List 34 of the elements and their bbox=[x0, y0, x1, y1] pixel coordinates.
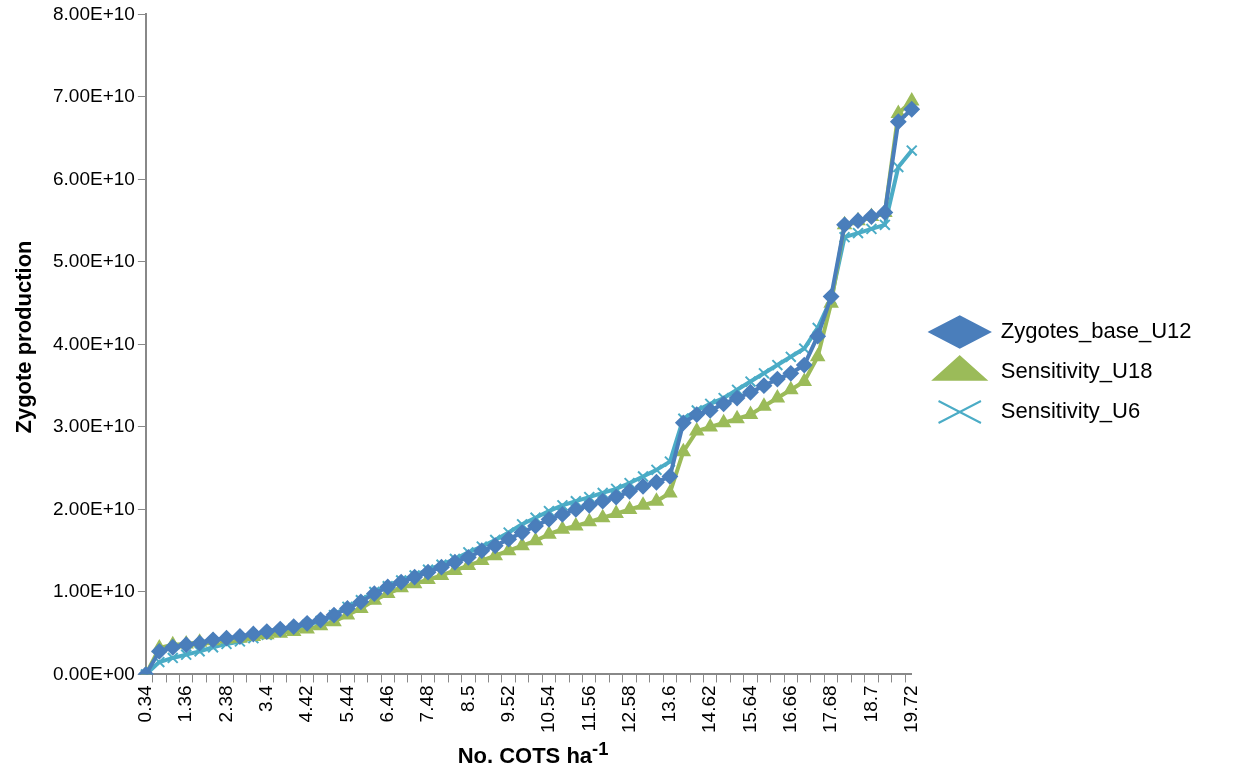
x-tick-label: 19.72 bbox=[899, 685, 921, 733]
legend-label: Sensitivity_U6 bbox=[1000, 398, 1141, 424]
x-tick-label: 14.62 bbox=[698, 685, 720, 733]
x-tick-label: 18.7 bbox=[859, 685, 881, 723]
x-tick-label: 16.66 bbox=[779, 685, 801, 733]
x-tick-label: 5.44 bbox=[335, 685, 357, 723]
y-tick-label: 8.00E+10 bbox=[52, 2, 135, 24]
y-tick-label: 5.00E+10 bbox=[52, 250, 135, 272]
y-tick-label: 0.00E+00 bbox=[52, 662, 135, 684]
x-tick-label: 7.48 bbox=[416, 685, 438, 723]
x-tick-label: 0.34 bbox=[134, 685, 156, 723]
x-tick-label: 4.42 bbox=[295, 685, 317, 723]
legend-label: Sensitivity_U18 bbox=[1000, 358, 1153, 384]
y-tick-label: 2.00E+10 bbox=[52, 497, 135, 519]
y-tick-label: 6.00E+10 bbox=[52, 167, 135, 189]
x-tick-label: 12.58 bbox=[617, 685, 639, 733]
x-tick-label: 13.6 bbox=[658, 685, 680, 723]
legend-label: Zygotes_base_U12 bbox=[1000, 318, 1192, 344]
y-tick-label: 4.00E+10 bbox=[52, 332, 135, 354]
x-tick-label: 10.54 bbox=[537, 685, 559, 733]
y-tick-label: 3.00E+10 bbox=[52, 415, 135, 437]
x-tick-label: 8.5 bbox=[456, 685, 478, 712]
y-tick-label: 7.00E+10 bbox=[52, 85, 135, 107]
x-axis-title: No. COTS ha$^{-1}$ bbox=[456, 738, 610, 770]
x-tick-label: 3.4 bbox=[255, 685, 277, 712]
y-tick-label: 1.00E+10 bbox=[52, 580, 135, 602]
x-tick-label: 1.36 bbox=[174, 685, 196, 723]
x-tick-label: 11.56 bbox=[577, 685, 599, 732]
x-tick-label: 17.68 bbox=[819, 685, 841, 733]
y-axis-title: Zygote production bbox=[11, 240, 37, 434]
x-tick-label: 6.46 bbox=[375, 685, 397, 723]
x-tick-label: 9.52 bbox=[496, 685, 518, 723]
x-tick-label: 2.38 bbox=[214, 685, 236, 723]
x-tick-label: 15.64 bbox=[738, 685, 760, 733]
